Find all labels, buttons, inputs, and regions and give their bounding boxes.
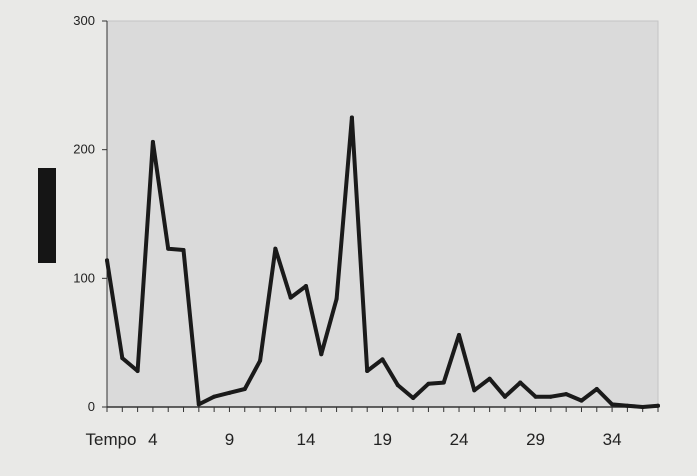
x-tick-label: 24 — [450, 430, 469, 449]
series-line — [105, 115, 660, 409]
y-tick-label: 0 — [88, 399, 95, 414]
x-axis-label: Tempo — [85, 430, 136, 449]
plot-area — [106, 20, 659, 408]
y-tick-label: 200 — [73, 142, 95, 157]
x-tick-label: 19 — [373, 430, 392, 449]
y-axis-label-box — [38, 168, 56, 263]
y-axis-ticks: 0 100 200 300 — [73, 13, 107, 414]
x-tick-label: 4 — [148, 430, 157, 449]
y-tick-label: 100 — [73, 270, 95, 285]
y-tick-label: 300 — [73, 13, 95, 28]
x-tick-label: 14 — [297, 430, 316, 449]
x-tick-label: 34 — [603, 430, 622, 449]
x-tick-label: 29 — [526, 430, 545, 449]
x-axis-ticks: 4 9 14 19 24 29 34 — [106, 407, 659, 449]
x-tick-label: 9 — [225, 430, 234, 449]
